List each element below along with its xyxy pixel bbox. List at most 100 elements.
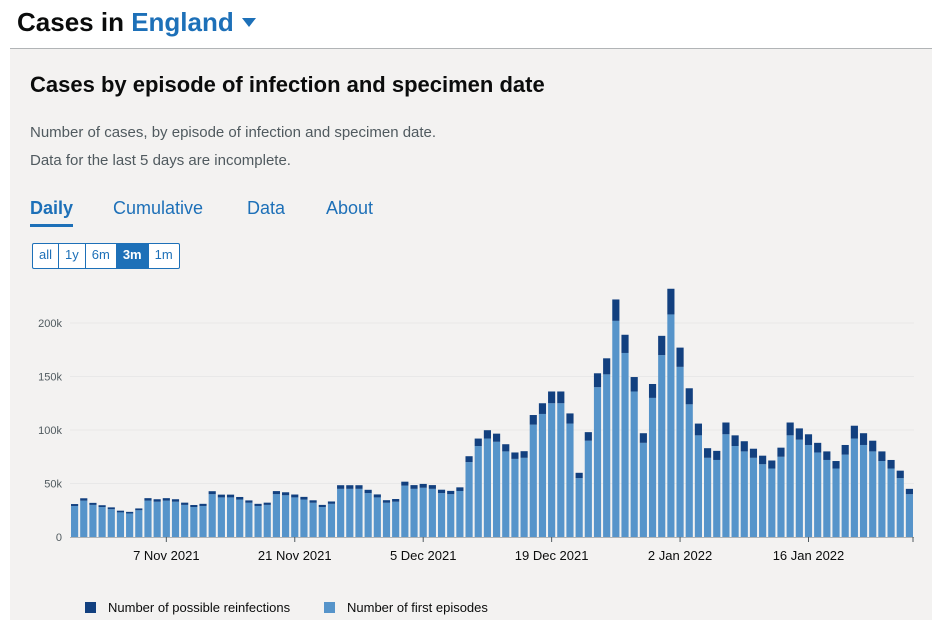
bar-first-episodes: [401, 485, 409, 537]
bar-first-episodes: [135, 510, 143, 537]
bar-reinfections: [337, 485, 345, 489]
legend-label-reinfections: Number of possible reinfections: [108, 600, 291, 615]
chart-card: Cases by episode of infection and specim…: [10, 49, 932, 620]
tab-daily[interactable]: Daily: [30, 198, 74, 227]
range-button-1y[interactable]: 1y: [59, 244, 86, 268]
bar-first-episodes: [639, 442, 647, 537]
bar-reinfections: [731, 435, 739, 447]
x-tick-label: 5 Dec 2021: [390, 548, 457, 563]
page-title-prefix: Cases in: [17, 7, 124, 37]
bar-first-episodes: [373, 497, 381, 537]
y-tick-label: 100k: [38, 425, 62, 437]
bar-first-episodes: [511, 458, 519, 537]
bar-reinfections: [364, 489, 372, 494]
legend-swatch-first-episodes: [324, 602, 335, 614]
bar-reinfections: [474, 438, 482, 447]
bar-first-episodes: [483, 438, 491, 537]
area-selector[interactable]: England: [131, 7, 256, 37]
bar-first-episodes: [548, 403, 556, 537]
area-name[interactable]: England: [131, 7, 234, 37]
bar-first-episodes: [704, 457, 712, 537]
bar-first-episodes: [804, 444, 813, 537]
bar-reinfections: [768, 460, 776, 469]
bar-first-episodes: [89, 504, 97, 537]
bar-first-episodes: [144, 500, 152, 537]
caret-down-icon[interactable]: [241, 17, 256, 27]
bar-reinfections: [199, 503, 207, 506]
range-button-3m[interactable]: 3m: [116, 244, 149, 268]
bar-reinfections: [749, 448, 758, 458]
bar-reinfections: [905, 488, 913, 495]
bar-reinfections: [694, 423, 702, 436]
x-tick-label: 19 Dec 2021: [515, 548, 589, 563]
bar-reinfections: [437, 489, 446, 494]
y-tick-label: 150k: [38, 372, 62, 384]
bar-first-episodes: [447, 494, 455, 537]
bar-reinfections: [245, 500, 253, 503]
tab-about[interactable]: About: [326, 198, 374, 218]
tab-cumulative[interactable]: Cumulative: [113, 198, 204, 218]
bar-reinfections: [804, 434, 813, 445]
bar-reinfections: [483, 430, 491, 439]
bar-first-episodes: [759, 464, 767, 537]
bar-reinfections: [171, 499, 180, 502]
bar-reinfections: [80, 498, 88, 501]
bar-reinfections: [190, 505, 198, 508]
bar-reinfections: [887, 459, 895, 469]
bar-reinfections: [355, 485, 363, 489]
card-note: Data for the last 5 days are incomplete.: [30, 152, 291, 169]
bar-reinfections: [346, 485, 354, 489]
tab-data[interactable]: Data: [247, 198, 286, 218]
bar-reinfections: [272, 491, 280, 495]
bar-first-episodes: [318, 507, 326, 537]
bar-first-episodes: [208, 494, 216, 537]
bar-first-episodes: [648, 397, 657, 537]
bar-first-episodes: [529, 424, 537, 537]
bar-first-episodes: [786, 435, 794, 537]
bar-reinfections: [493, 433, 501, 442]
range-button-all[interactable]: all: [33, 244, 60, 268]
bar-reinfections: [575, 472, 583, 479]
bar-reinfections: [282, 492, 290, 496]
bar-first-episodes: [768, 468, 776, 537]
bar-reinfections: [740, 441, 748, 452]
bar-first-episodes: [694, 435, 702, 537]
bar-first-episodes: [777, 456, 785, 537]
bar-reinfections: [786, 422, 794, 436]
bar-first-episodes: [199, 505, 207, 537]
bar-first-episodes: [850, 438, 858, 537]
bar-first-episodes: [621, 352, 629, 537]
x-tick-label: 21 Nov 2021: [258, 548, 332, 563]
bar-reinfections: [116, 510, 125, 513]
bar-first-episodes: [896, 478, 904, 537]
bar-reinfections: [217, 494, 225, 498]
range-button-6m[interactable]: 6m: [86, 244, 117, 268]
bar-reinfections: [584, 432, 592, 441]
bar-reinfections: [869, 440, 877, 452]
bar-first-episodes: [722, 434, 730, 537]
bar-first-episodes: [859, 444, 868, 537]
bar-reinfections: [529, 415, 537, 425]
cases-bar-chart: 0 50k 100k 150k 200k 7 Nov 2021 21 Nov 2021 5 D…: [38, 288, 914, 563]
bar-first-episodes: [181, 504, 189, 537]
legend-label-first-episodes: Number of first episodes: [347, 600, 488, 615]
bar-reinfections: [410, 485, 418, 489]
bar-reinfections: [236, 496, 244, 500]
bar-reinfections: [465, 456, 473, 463]
bar-first-episodes: [612, 320, 620, 537]
bar-reinfections: [759, 455, 767, 465]
bar-first-episodes: [272, 494, 280, 537]
bar-first-episodes: [887, 468, 895, 537]
bar-reinfections: [382, 500, 391, 503]
bar-first-episodes: [327, 503, 336, 537]
legend-item-first-episodes: Number of first episodes: [324, 600, 488, 616]
bar-first-episodes: [254, 505, 262, 537]
card-title: Cases by episode of infection and specim…: [30, 72, 545, 97]
bar-first-episodes: [593, 387, 602, 537]
range-button-1m[interactable]: 1m: [154, 247, 173, 262]
y-tick-label: 50k: [44, 479, 62, 491]
page-title: Cases in England: [17, 4, 256, 40]
bar-reinfections: [135, 508, 143, 511]
card-description: Number of cases, by episode of infection…: [30, 124, 437, 141]
bar-reinfections: [630, 377, 638, 392]
